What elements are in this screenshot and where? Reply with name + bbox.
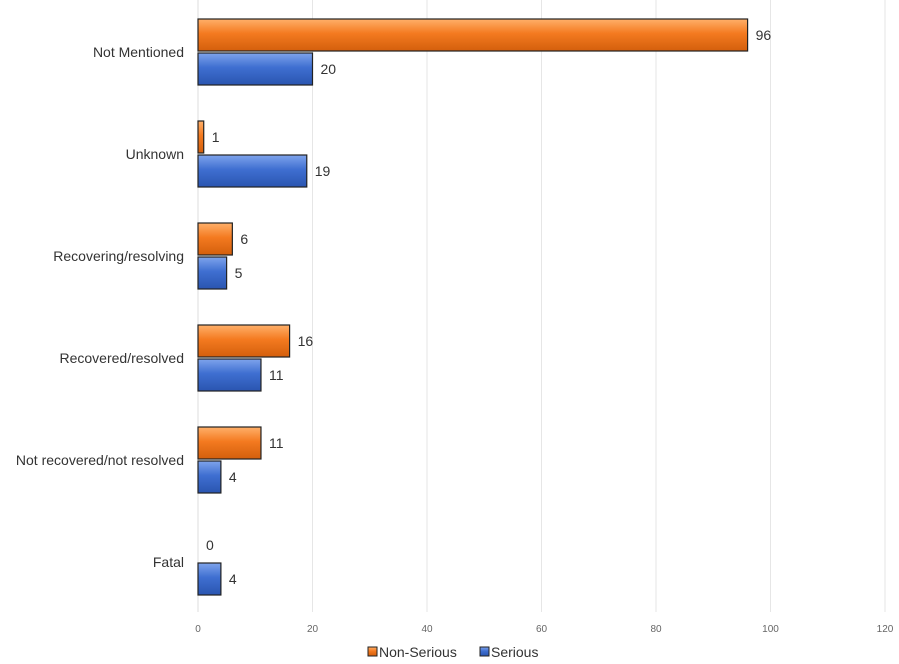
x-tick-label: 0 (195, 624, 201, 635)
x-tick-label: 80 (650, 624, 662, 635)
category-label: Fatal (153, 554, 184, 570)
data-label: 20 (321, 61, 337, 77)
x-tick-label: 120 (877, 624, 894, 635)
data-label: 4 (229, 469, 237, 485)
category-label: Not recovered/not resolved (16, 452, 184, 468)
data-label: 4 (229, 571, 237, 587)
category-label: Unknown (126, 146, 184, 162)
x-tick-label: 100 (762, 624, 779, 635)
legend-label-serious: Serious (491, 644, 538, 660)
bar-serious (197, 562, 222, 596)
category-label: Not Mentioned (93, 44, 184, 60)
bar-non-serious (197, 222, 233, 256)
data-label: 1 (212, 129, 220, 145)
category-label: Recovered/resolved (59, 350, 184, 366)
category-label: Recovering/resolving (53, 248, 184, 264)
data-labels: 96 20 1 19 6 5 16 11 11 4 0 4 (206, 27, 771, 587)
data-label: 11 (269, 367, 284, 383)
legend-swatch-serious (479, 646, 490, 657)
bar-serious (197, 154, 308, 188)
data-label: 11 (269, 435, 284, 451)
category-labels: Not Mentioned Unknown Recovering/resolving… (16, 44, 184, 570)
x-tick-label: 20 (307, 624, 319, 635)
bar-serious (197, 460, 222, 494)
bars (197, 18, 749, 596)
bar-serious (197, 256, 228, 290)
data-label: 0 (206, 537, 214, 553)
bar-serious (197, 358, 262, 392)
bar-non-serious (197, 324, 291, 358)
data-label: 6 (240, 231, 248, 247)
bar-non-serious (197, 18, 749, 52)
legend-swatch-non-serious (367, 646, 378, 657)
data-label: 19 (315, 163, 331, 179)
gridlines (197, 0, 886, 612)
data-label: 96 (756, 27, 772, 43)
x-tick-label: 60 (536, 624, 548, 635)
x-tick-label: 40 (421, 624, 433, 635)
x-axis-ticks: 0 20 40 60 80 100 120 (195, 624, 894, 635)
data-label: 16 (298, 333, 314, 349)
data-label: 5 (235, 265, 243, 281)
legend-label-non-serious: Non-Serious (379, 644, 457, 660)
bar-non-serious (197, 426, 262, 460)
bar-non-serious (197, 120, 205, 154)
legend: Non-Serious Serious (367, 644, 538, 660)
bar-serious (197, 52, 314, 86)
